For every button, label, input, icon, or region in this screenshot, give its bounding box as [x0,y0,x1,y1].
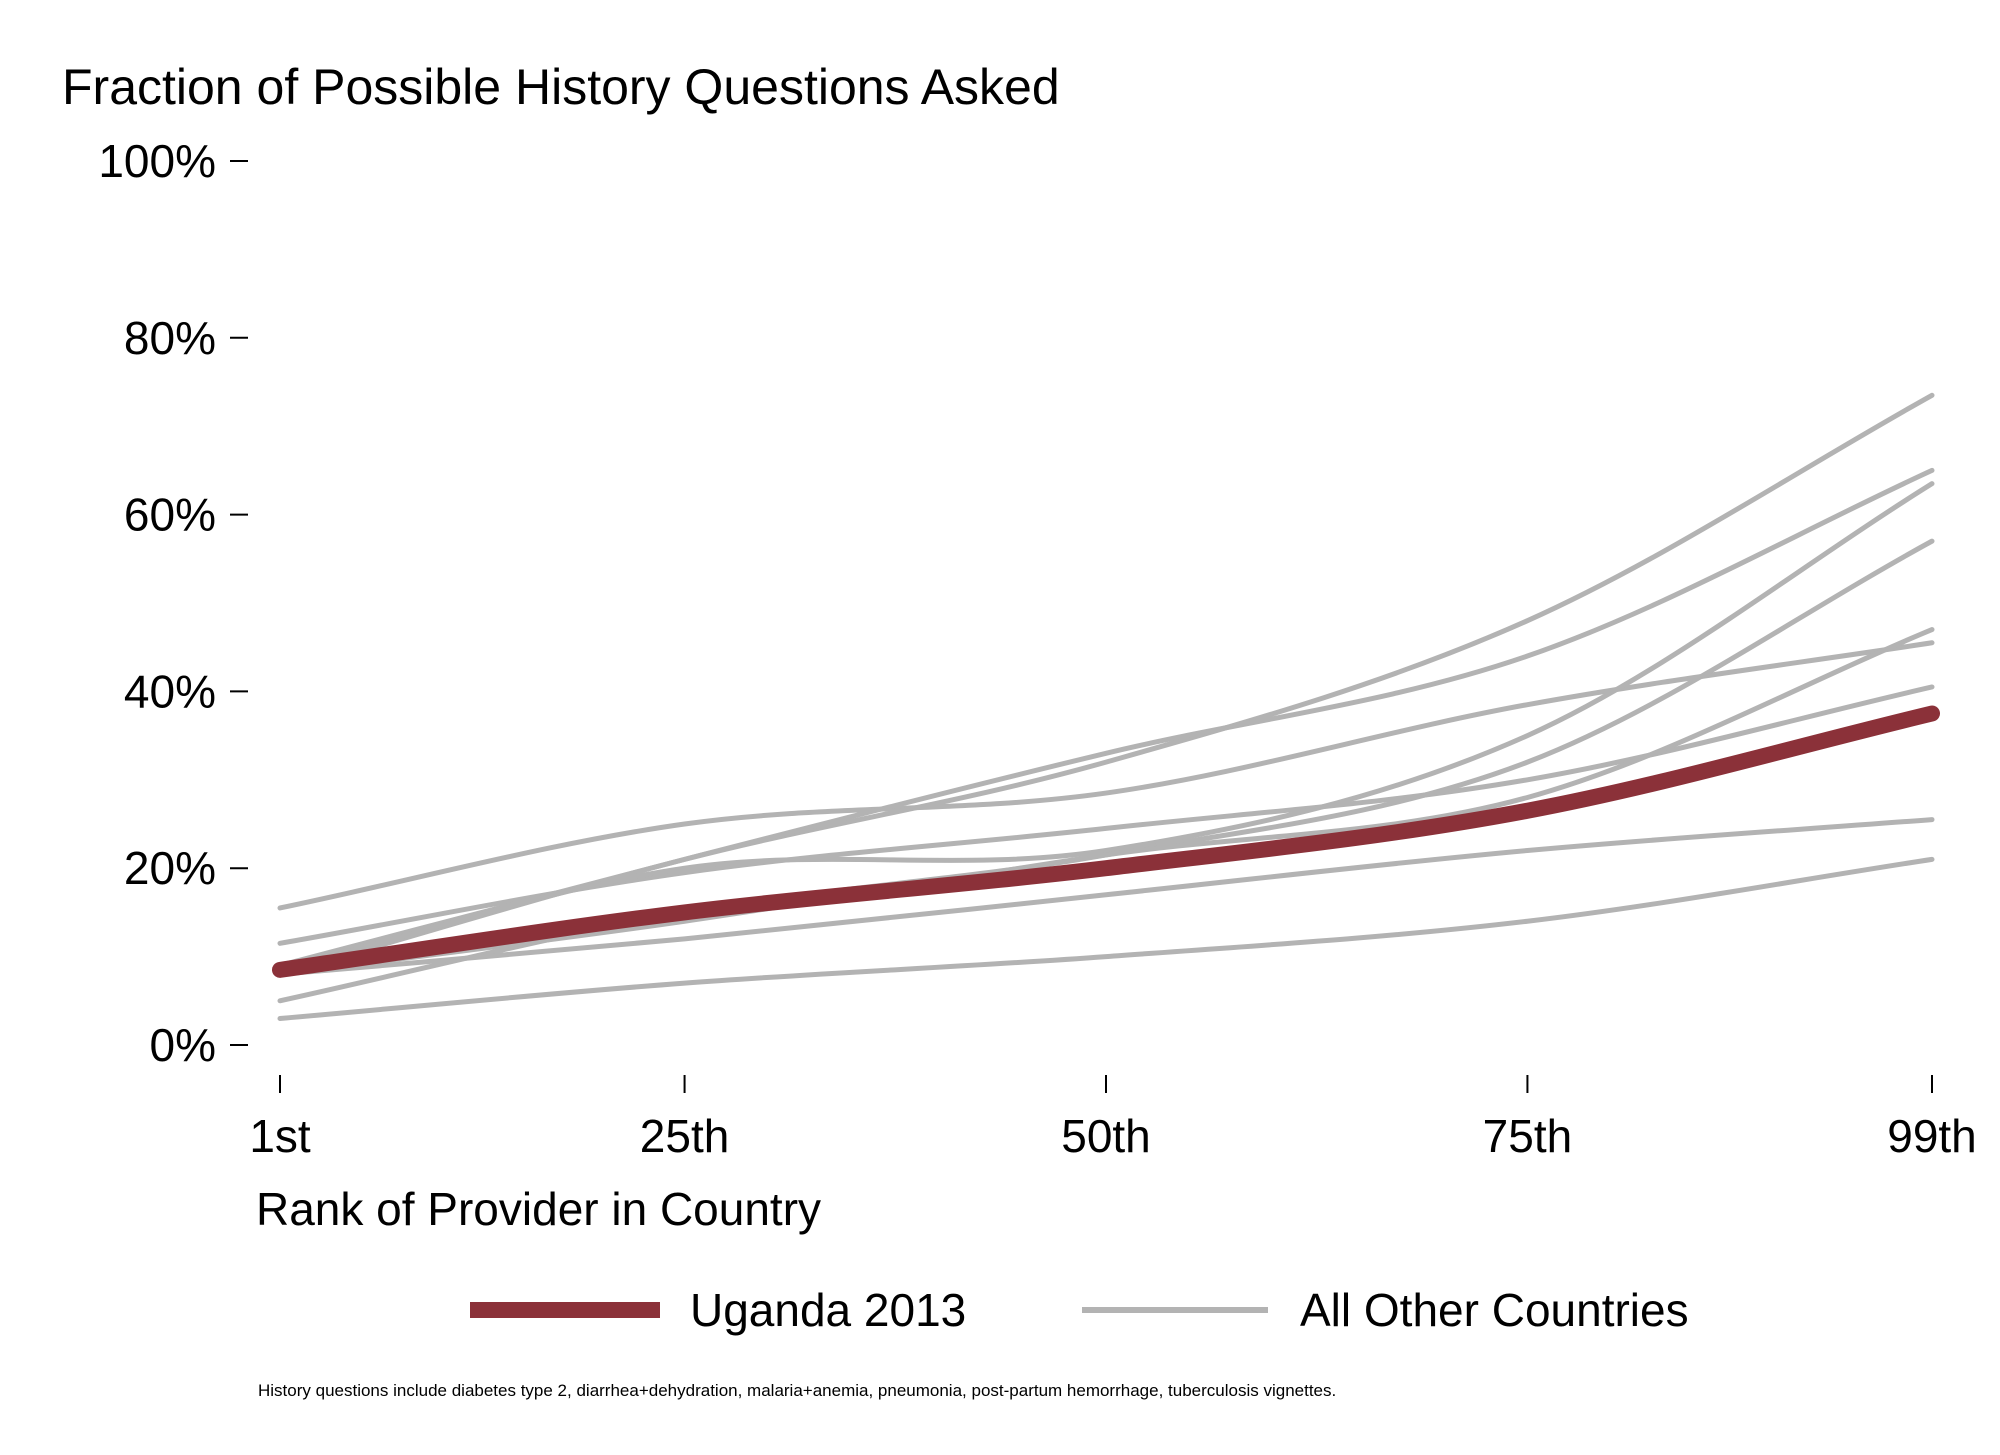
series-line-other-4 [277,467,1935,968]
series-layer [272,392,1940,1021]
series-line-other-7 [277,817,1935,977]
y-tick-label-4: 80% [124,312,216,364]
x-tick-label-4: 99th [1887,1110,1977,1162]
y-tick-label-0: 0% [150,1019,216,1071]
legend-label-uganda: Uganda 2013 [690,1284,966,1336]
series-line-other-5 [277,481,1935,973]
legend: Uganda 2013 All Other Countries [470,1284,1689,1336]
y-tick-label-3: 60% [124,489,216,541]
y-tick-label-5: 100% [98,135,216,187]
chart-title: Fraction of Possible History Questions A… [62,59,1060,115]
series-line-uganda-2013 [272,705,1940,978]
footnote: History questions include diabetes type … [258,1381,1336,1400]
y-axis: 0% 20% 40% 60% 80% 100% [98,135,248,1071]
x-tick-label-3: 75th [1483,1110,1573,1162]
x-axis: 1st 25th 50th 75th 99th [249,1075,1977,1162]
x-tick-label-2: 50th [1061,1110,1151,1162]
x-tick-label-1: 25th [640,1110,730,1162]
y-tick-label-1: 20% [124,842,216,894]
x-axis-title: Rank of Provider in Country [256,1183,821,1235]
series-line-other-8 [277,856,1935,1021]
legend-label-other: All Other Countries [1300,1284,1689,1336]
x-tick-label-0: 1st [249,1110,311,1162]
y-tick-label-2: 40% [124,665,216,717]
series-line-other-1 [277,640,1935,911]
series-line-other-9 [277,627,1935,977]
